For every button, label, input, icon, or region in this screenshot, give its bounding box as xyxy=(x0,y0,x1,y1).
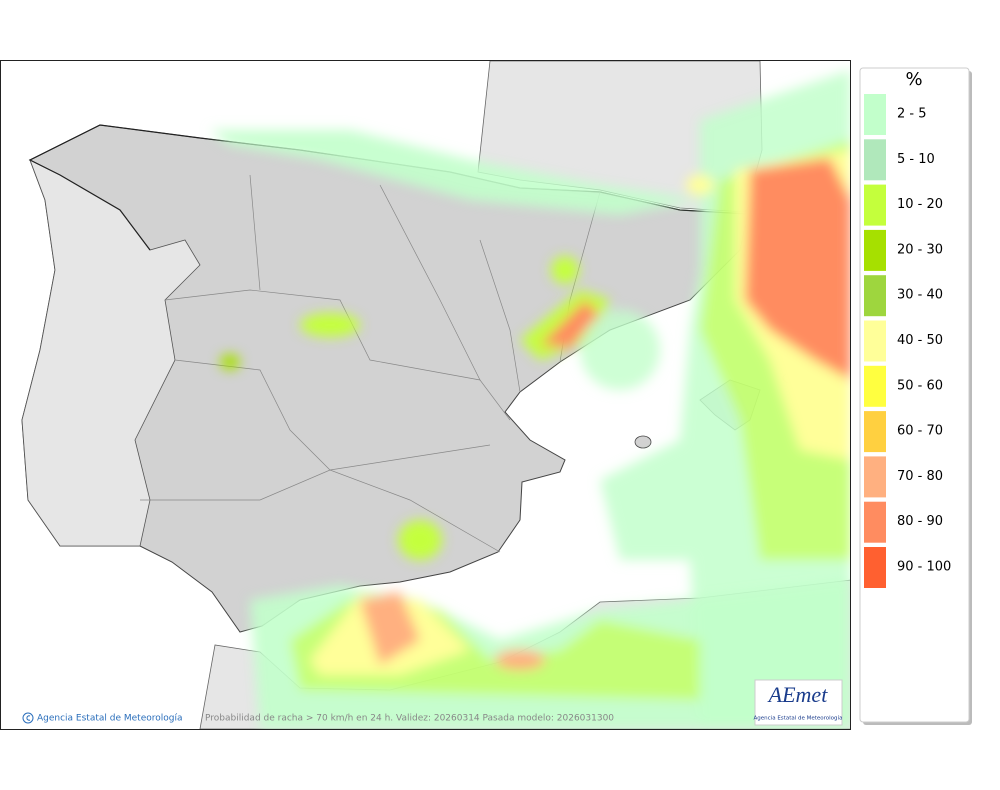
logo: AEmet Agencia Estatal de Meteorología xyxy=(754,679,843,726)
legend-box xyxy=(859,67,970,723)
logo-box xyxy=(754,679,843,726)
caption: Probabilidad de racha > 70 km/h en 24 h.… xyxy=(205,714,614,724)
legend-swatch xyxy=(864,275,886,317)
legend-label: 70 - 80 xyxy=(897,469,943,484)
legend-label: 2 - 5 xyxy=(897,107,927,122)
legend-swatch xyxy=(864,184,886,226)
legend-swatch xyxy=(864,411,886,453)
copyright-icon xyxy=(22,712,34,724)
legend-title: % xyxy=(905,69,922,90)
logo-subtitle: Agencia Estatal de Meteorología xyxy=(754,715,843,722)
legend-label: 5 - 10 xyxy=(897,152,935,167)
legend-swatch xyxy=(864,94,886,135)
legend-swatch xyxy=(864,139,886,181)
legend-label: 50 - 60 xyxy=(897,378,943,393)
legend-swatch xyxy=(864,365,886,407)
legend-label: 80 - 90 xyxy=(897,514,943,529)
legend-swatch xyxy=(864,501,886,543)
legend-label: 60 - 70 xyxy=(897,424,943,439)
legend-swatch xyxy=(864,547,886,588)
credit: Agencia Estatal de Meteorología xyxy=(37,714,183,724)
probability-areas xyxy=(210,70,850,729)
legend-label: 20 - 30 xyxy=(897,242,943,257)
copyright-icon xyxy=(26,715,31,721)
legend-label: 10 - 20 xyxy=(897,197,943,212)
legend-label: 90 - 100 xyxy=(897,560,951,575)
legend-label: 40 - 50 xyxy=(897,333,943,348)
map-frame xyxy=(0,60,851,730)
legend-swatch xyxy=(864,456,886,498)
logo-name: AEmet xyxy=(767,682,829,707)
map: AEmet Agencia Estatal de Meteorología Ag… xyxy=(1,61,850,729)
legend: % 2 - 5 5 - 10 10 - 20 20 - 30 30 - 40 40 - 5… xyxy=(859,67,972,725)
legend-swatch xyxy=(864,229,886,271)
legend-swatch xyxy=(864,320,886,362)
legend-label: 30 - 40 xyxy=(897,288,943,303)
